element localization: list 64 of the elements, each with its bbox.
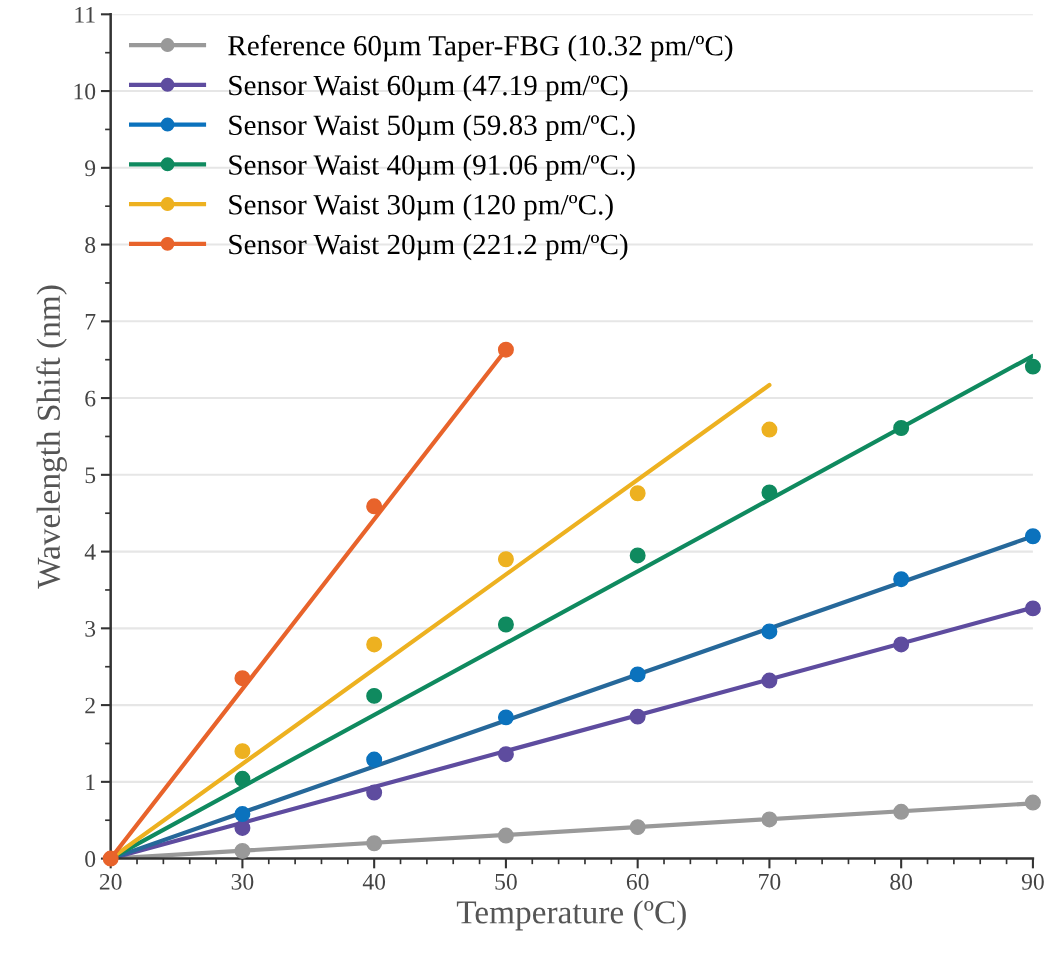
x-tick-label: 60 <box>626 873 649 890</box>
point <box>497 341 514 358</box>
point <box>761 421 778 438</box>
y-tick-label: 2 <box>85 697 95 714</box>
y-tick-label: 6 <box>85 390 96 407</box>
point <box>893 571 910 588</box>
point <box>893 636 910 653</box>
point <box>234 743 251 760</box>
y-tick-label: 4 <box>84 544 96 560</box>
y-tick-label: 5 <box>85 467 96 484</box>
point <box>497 827 514 844</box>
legend-label: Sensor Waist 60µm (47.19 pm/ºC) <box>229 74 628 102</box>
y-tick-label: 3 <box>85 620 96 637</box>
y-tick-label: 9 <box>85 160 96 177</box>
x-tick-label: 40 <box>362 873 386 890</box>
y-axis-title: Wavelength Shift (nm) <box>36 285 67 589</box>
point <box>497 616 514 633</box>
point <box>893 420 910 436</box>
point <box>366 636 383 653</box>
y-tick-label: 8 <box>85 237 96 253</box>
point <box>1024 528 1041 545</box>
x-tick-label: 50 <box>495 873 517 890</box>
point <box>366 687 383 704</box>
point <box>234 842 251 859</box>
point <box>234 819 251 836</box>
point <box>1024 600 1041 617</box>
y-tick-label: 1 <box>86 774 95 791</box>
legend-label: Sensor Waist 50µm (59.83 pm/ºC.) <box>229 114 635 141</box>
x-tick-label: 90 <box>1021 873 1044 890</box>
point <box>761 672 778 689</box>
point <box>234 806 251 823</box>
point <box>366 498 383 515</box>
point <box>761 623 778 640</box>
x-axis-title: Temperature (ºC) <box>456 900 686 931</box>
x-tick-label: 80 <box>890 873 913 890</box>
legend-label: Sensor Waist 40µm (91.06 pm/ºC.) <box>229 154 635 181</box>
y-tick-label: 10 <box>74 83 96 100</box>
point <box>1024 358 1041 375</box>
point <box>629 708 646 725</box>
legend-label: Sensor Waist 30µm (120 pm/ºC.) <box>229 194 613 221</box>
legend-label: Sensor Waist 20µm (221.2 pm/ºC) <box>229 233 628 261</box>
x-tick-label: 70 <box>759 873 781 890</box>
point <box>234 770 251 787</box>
point <box>366 751 383 768</box>
x-tick-label: 30 <box>231 873 254 890</box>
y-tick-label: 0 <box>85 851 96 868</box>
point <box>497 709 514 726</box>
point <box>497 551 514 568</box>
point <box>234 670 251 687</box>
point <box>366 784 383 801</box>
point <box>629 666 646 683</box>
point <box>893 803 910 820</box>
x-tick-label: 20 <box>99 873 122 890</box>
point <box>629 819 646 836</box>
point <box>629 485 646 502</box>
y-tick-label: 7 <box>85 314 96 330</box>
point <box>761 811 778 828</box>
point <box>366 835 383 852</box>
point <box>497 746 514 763</box>
point <box>1024 794 1041 811</box>
point <box>629 547 646 564</box>
point <box>761 484 778 501</box>
legend-label: Reference 60µm Taper-FBG (10.32 pm/ºC) <box>228 34 733 62</box>
y-tick-label: 11 <box>75 6 95 23</box>
